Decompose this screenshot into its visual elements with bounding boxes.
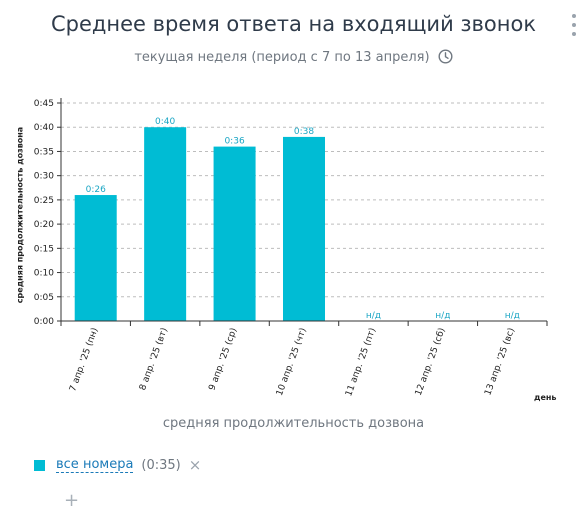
legend: все номера (0:35) × [34, 456, 201, 474]
add-series-icon[interactable]: + [64, 490, 80, 511]
x-tick-label: 7 апр. '25 (пн) [68, 327, 100, 393]
bar [213, 146, 256, 321]
data-label: н/д [505, 311, 520, 321]
y-tick-label: 0:10 [34, 269, 54, 279]
x-axis-title: день [534, 393, 557, 402]
data-label: 0:40 [155, 117, 175, 127]
y-tick-label: 0:25 [34, 196, 54, 206]
x-tick-label: 9 апр. '25 (ср) [207, 327, 239, 392]
y-tick-label: 0:15 [34, 244, 54, 254]
bar-chart: 0:00 0:05 0:10 0:15 0:20 0:25 0:30 0:35 0:40 0:45… [34, 98, 548, 398]
y-tick-label: 0:35 [34, 147, 54, 157]
remove-series-icon[interactable]: × [188, 456, 202, 474]
x-tick-label: 12 апр. '25 (сб) [414, 327, 448, 398]
y-tick-label: 0:30 [34, 172, 54, 182]
data-label: 0:26 [86, 185, 106, 195]
bar [144, 127, 187, 321]
y-tick-label: 0:00 [34, 317, 54, 327]
x-tick-label: 8 апр. '25 (вт) [138, 327, 170, 392]
y-tick-label: 0:20 [34, 220, 54, 230]
bar [283, 136, 325, 321]
x-tick-label: 11 апр. '25 (пт) [344, 327, 378, 398]
legend-series-link[interactable]: все номера [56, 457, 134, 473]
chart-caption: средняя продолжительность дозвона [162, 416, 425, 431]
y-axis-title-text: средняя продолжительность дозвона [15, 126, 25, 304]
chart-subtitle: текущая неделя (период с 7 по 13 апреля) [0, 49, 587, 65]
x-tick-label: 13 апр. '25 (вс) [483, 327, 517, 397]
y-tick-label: 0:40 [34, 123, 54, 133]
bar [74, 195, 117, 321]
legend-swatch [34, 459, 45, 471]
clock-icon[interactable] [438, 49, 453, 64]
more-vertical-icon[interactable] [571, 14, 577, 36]
chart-title: Среднее время ответа на входящий звонок [50, 12, 537, 36]
data-label: н/д [435, 311, 450, 321]
data-label: 0:36 [224, 137, 244, 147]
x-tick-label: 10 апр. '25 (чт) [275, 327, 309, 398]
y-tick-label: 0:45 [34, 99, 54, 109]
period-text: текущая неделя (период с 7 по 13 апреля) [134, 50, 430, 65]
data-label: 0:38 [294, 127, 314, 137]
data-label: н/д [366, 311, 381, 321]
y-tick-label: 0:05 [34, 293, 54, 303]
legend-series-value: (0:35) [141, 457, 181, 473]
